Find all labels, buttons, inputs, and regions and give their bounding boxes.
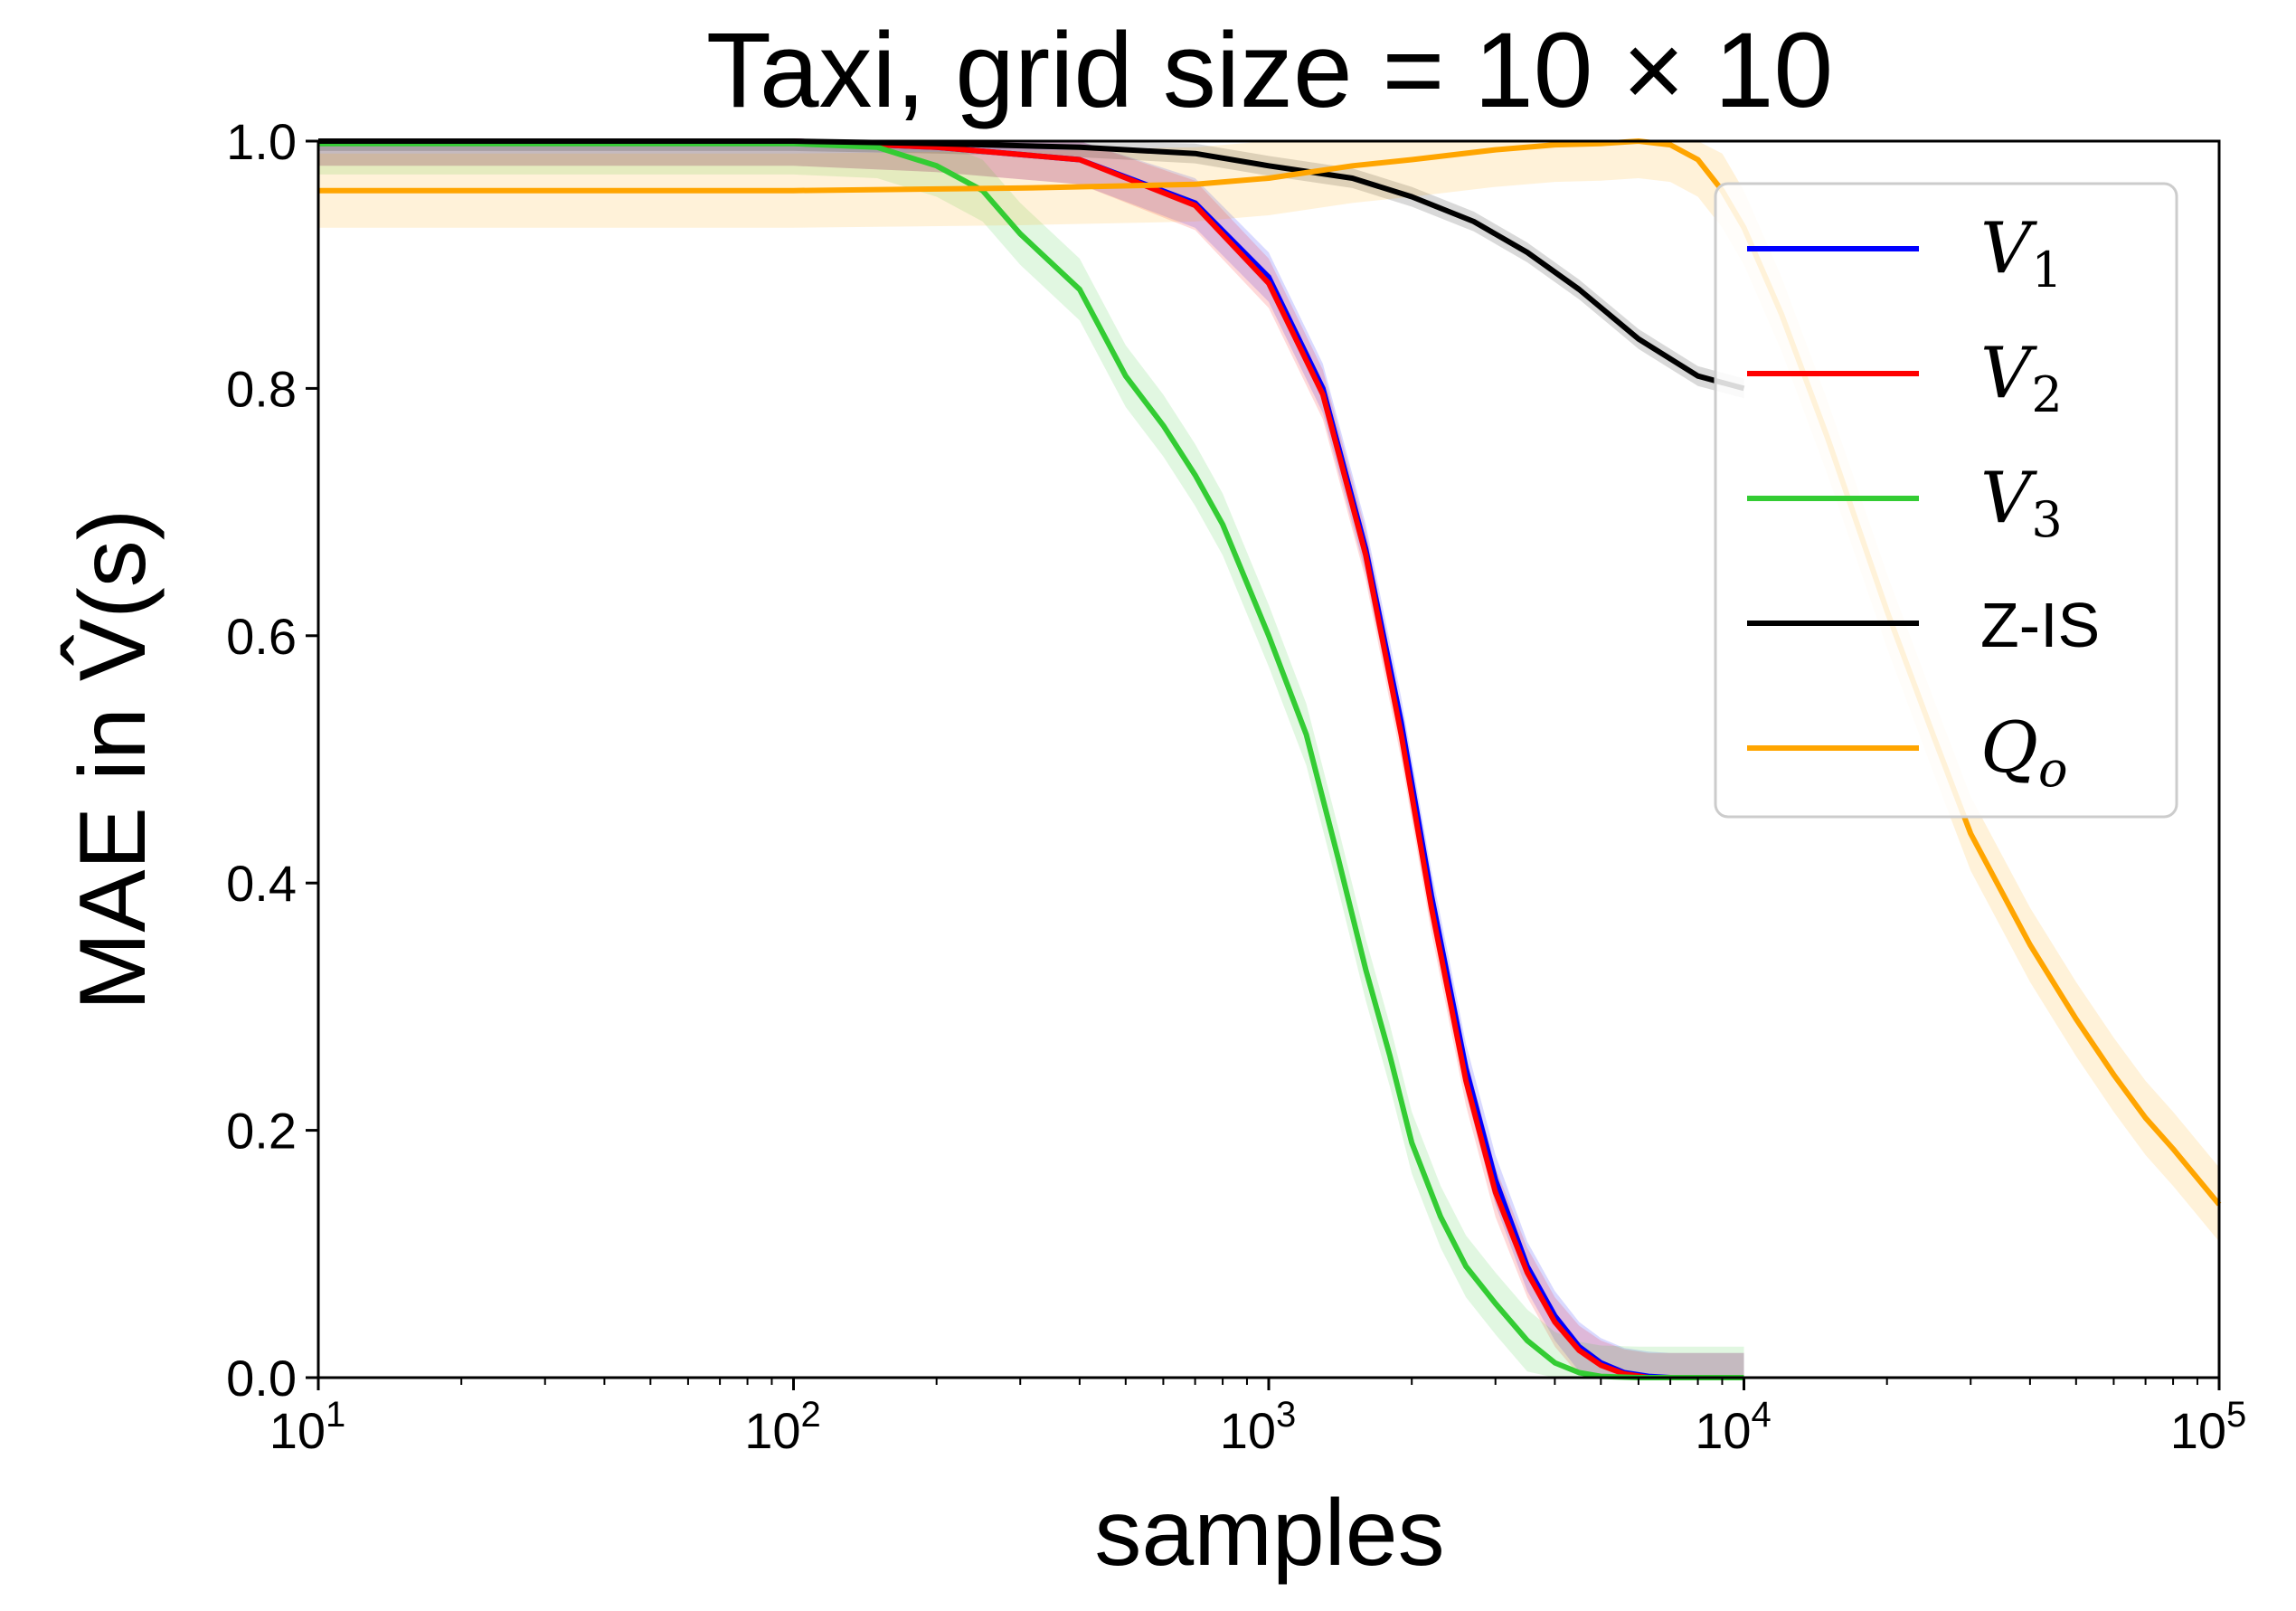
y-axis-label: MAE in V̂(s) bbox=[61, 509, 165, 1011]
x-tick-label: 101 bbox=[269, 1395, 346, 1459]
x-axis: 101 102 103 104 105 bbox=[269, 1378, 2247, 1459]
line-series-1 bbox=[318, 138, 1744, 1380]
x-tick-label: 104 bbox=[1695, 1395, 1772, 1459]
line-series-4 bbox=[318, 138, 1745, 392]
y-axis: 0.0 0.2 0.4 0.6 0.8 1.0 bbox=[226, 113, 318, 1407]
legend-entry: Z-IS bbox=[1980, 590, 2100, 660]
line-series-2 bbox=[318, 138, 1744, 1380]
band-series-1 bbox=[318, 141, 1744, 1378]
line-series-5 bbox=[318, 138, 2222, 1207]
y-tick-label: 0.4 bbox=[226, 855, 297, 912]
legend-box bbox=[1714, 182, 2178, 819]
chart-title: Taxi, grid size = 10 × 10 bbox=[706, 11, 1833, 130]
y-tick-label: 1.0 bbox=[226, 113, 297, 170]
y-tick-label: 0.6 bbox=[226, 608, 297, 665]
confidence-bands bbox=[318, 141, 2219, 1378]
x-tick-label: 105 bbox=[2170, 1395, 2247, 1459]
x-axis-label: samples bbox=[1094, 1481, 1444, 1586]
legend-entry: V3 bbox=[1980, 458, 2063, 548]
legend-entry: Qo bbox=[1980, 707, 2067, 798]
y-tick-label: 0.8 bbox=[226, 360, 297, 417]
legend-entry: V2 bbox=[1980, 333, 2063, 423]
y-tick-label: 0.0 bbox=[226, 1350, 297, 1407]
y-tick-label: 0.2 bbox=[226, 1103, 297, 1160]
band-series-3 bbox=[318, 141, 1744, 1378]
band-series-2 bbox=[318, 141, 1744, 1378]
legend-entry: V1 bbox=[1980, 208, 2063, 299]
line-series-3 bbox=[318, 140, 1744, 1380]
x-tick-label: 102 bbox=[744, 1395, 821, 1459]
x-tick-label: 103 bbox=[1220, 1395, 1297, 1459]
legend: V1 V2 V3 Z-IS Qo bbox=[1714, 182, 2178, 819]
